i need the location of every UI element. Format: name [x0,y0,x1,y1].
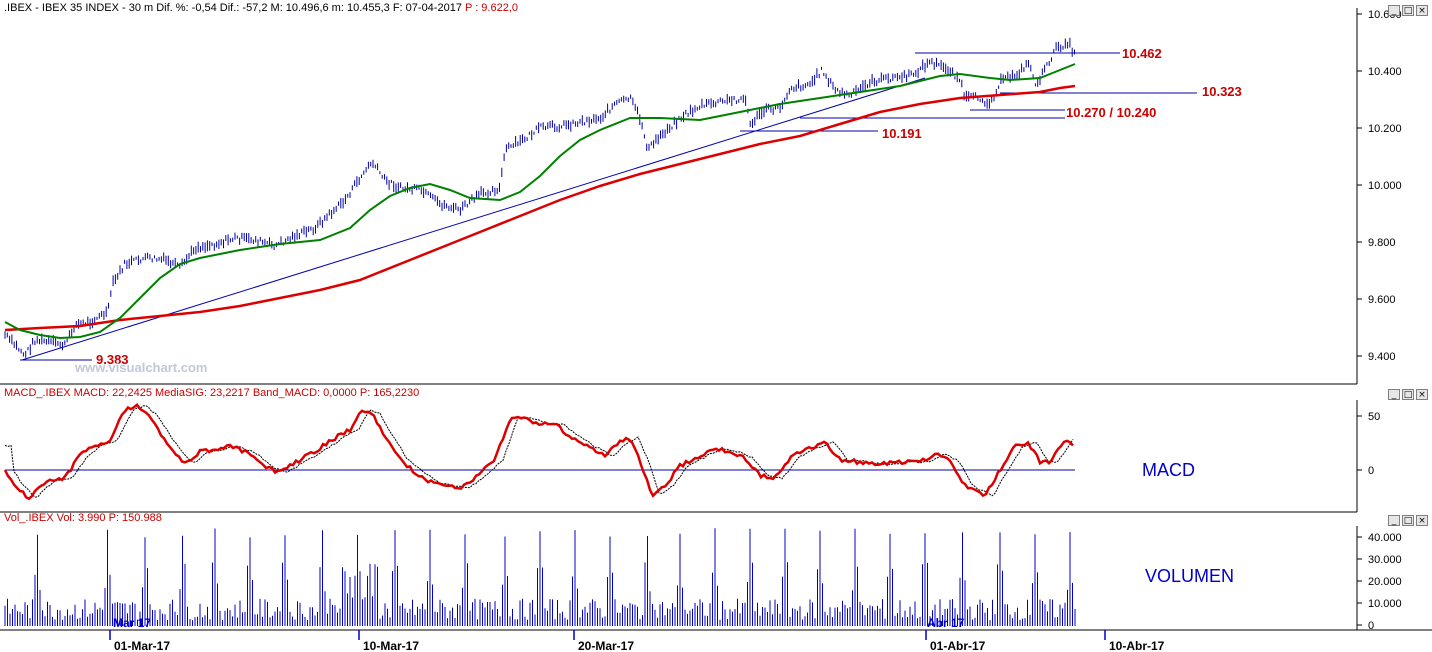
macd-panel: 50 0 MACD [0,400,1380,513]
price-header-info: .IBEX - IBEX 35 INDEX - 30 m Dif. %: -0,… [4,2,462,14]
volume-y-tick: 0 [1368,620,1374,632]
price-y-tick: 10.200 [1368,123,1402,135]
maximize-button[interactable]: □ [1402,389,1414,400]
maximize-button[interactable]: □ [1402,515,1414,526]
date-label: 10-Abr-17 [1109,639,1165,652]
price-y-tick: 9.600 [1368,294,1396,306]
close-button[interactable]: × [1416,515,1428,526]
price-level-label: 9.383 [96,352,129,367]
price-y-tick: 10.400 [1368,66,1402,78]
x-axis: Mar 17 Abr 17 01-Mar-17 10-Mar-17 20-Mar-17 0… [109,616,1165,652]
date-label: 10-Mar-17 [363,639,419,652]
price-level-label: 10.462 [1122,46,1162,61]
price-y-tick: 9.400 [1368,351,1396,363]
maximize-button[interactable]: □ [1402,5,1414,16]
volume-header: Vol_.IBEX Vol: 3.990 P: 150.988 [4,512,162,525]
price-level-label: 10.323 [1202,84,1242,99]
month-label: Abr 17 [927,616,965,630]
date-label: 01-Mar-17 [114,639,170,652]
macd-header: MACD_.IBEX MACD: 22,2425 MediaSIG: 23,22… [4,387,420,399]
minimize-button[interactable]: _ [1388,515,1400,526]
close-button[interactable]: × [1416,389,1428,400]
volume-y-tick: 40.000 [1368,532,1402,544]
volume-panel: 40.000 30.000 20.000 10.000 0 VOLUMEN [0,526,1432,632]
date-label: 01-Abr-17 [930,639,986,652]
volume-bars [4,528,1076,626]
price-y-tick: 10.000 [1368,180,1402,192]
macd-panel-buttons: _ □ × [1388,389,1428,400]
volume-header-info: Vol_.IBEX Vol: 3.990 [4,512,106,524]
minimize-button[interactable]: _ [1388,389,1400,400]
close-button[interactable]: × [1416,5,1428,16]
volume-header-p: P: 150.988 [108,512,162,524]
macd-line [3,403,1074,501]
price-y-tick: 9.800 [1368,237,1396,249]
sma-short-line [4,63,1076,340]
volume-y-tick: 30.000 [1368,554,1402,566]
macd-y-tick: 0 [1368,465,1374,477]
price-bars [4,37,1075,358]
price-level-label: 10.191 [882,126,922,141]
macd-signal-line [4,405,1074,498]
price-panel: 10.60010.40010.20010.0009.8009.6009.400 … [0,8,1402,385]
price-header: .IBEX - IBEX 35 INDEX - 30 m Dif. %: -0,… [4,2,518,15]
watermark: www.visualchart.com [74,360,207,375]
volume-y-tick: 10.000 [1368,598,1402,610]
minimize-button[interactable]: _ [1388,5,1400,16]
macd-panel-label: MACD [1142,460,1195,480]
volume-panel-label: VOLUMEN [1145,566,1234,586]
date-label: 20-Mar-17 [578,639,634,652]
macd-y-tick: 50 [1368,411,1380,423]
price-level-label: 10.270 / 10.240 [1066,105,1156,120]
sma-long-line [4,84,1076,332]
month-label: Mar 17 [113,616,151,630]
price-panel-buttons: _ □ × [1388,5,1428,16]
volume-y-tick: 20.000 [1368,576,1402,588]
volume-panel-buttons: _ □ × [1388,515,1428,526]
trendline [21,77,926,361]
price-header-p: P : 9.622,0 [465,2,519,14]
